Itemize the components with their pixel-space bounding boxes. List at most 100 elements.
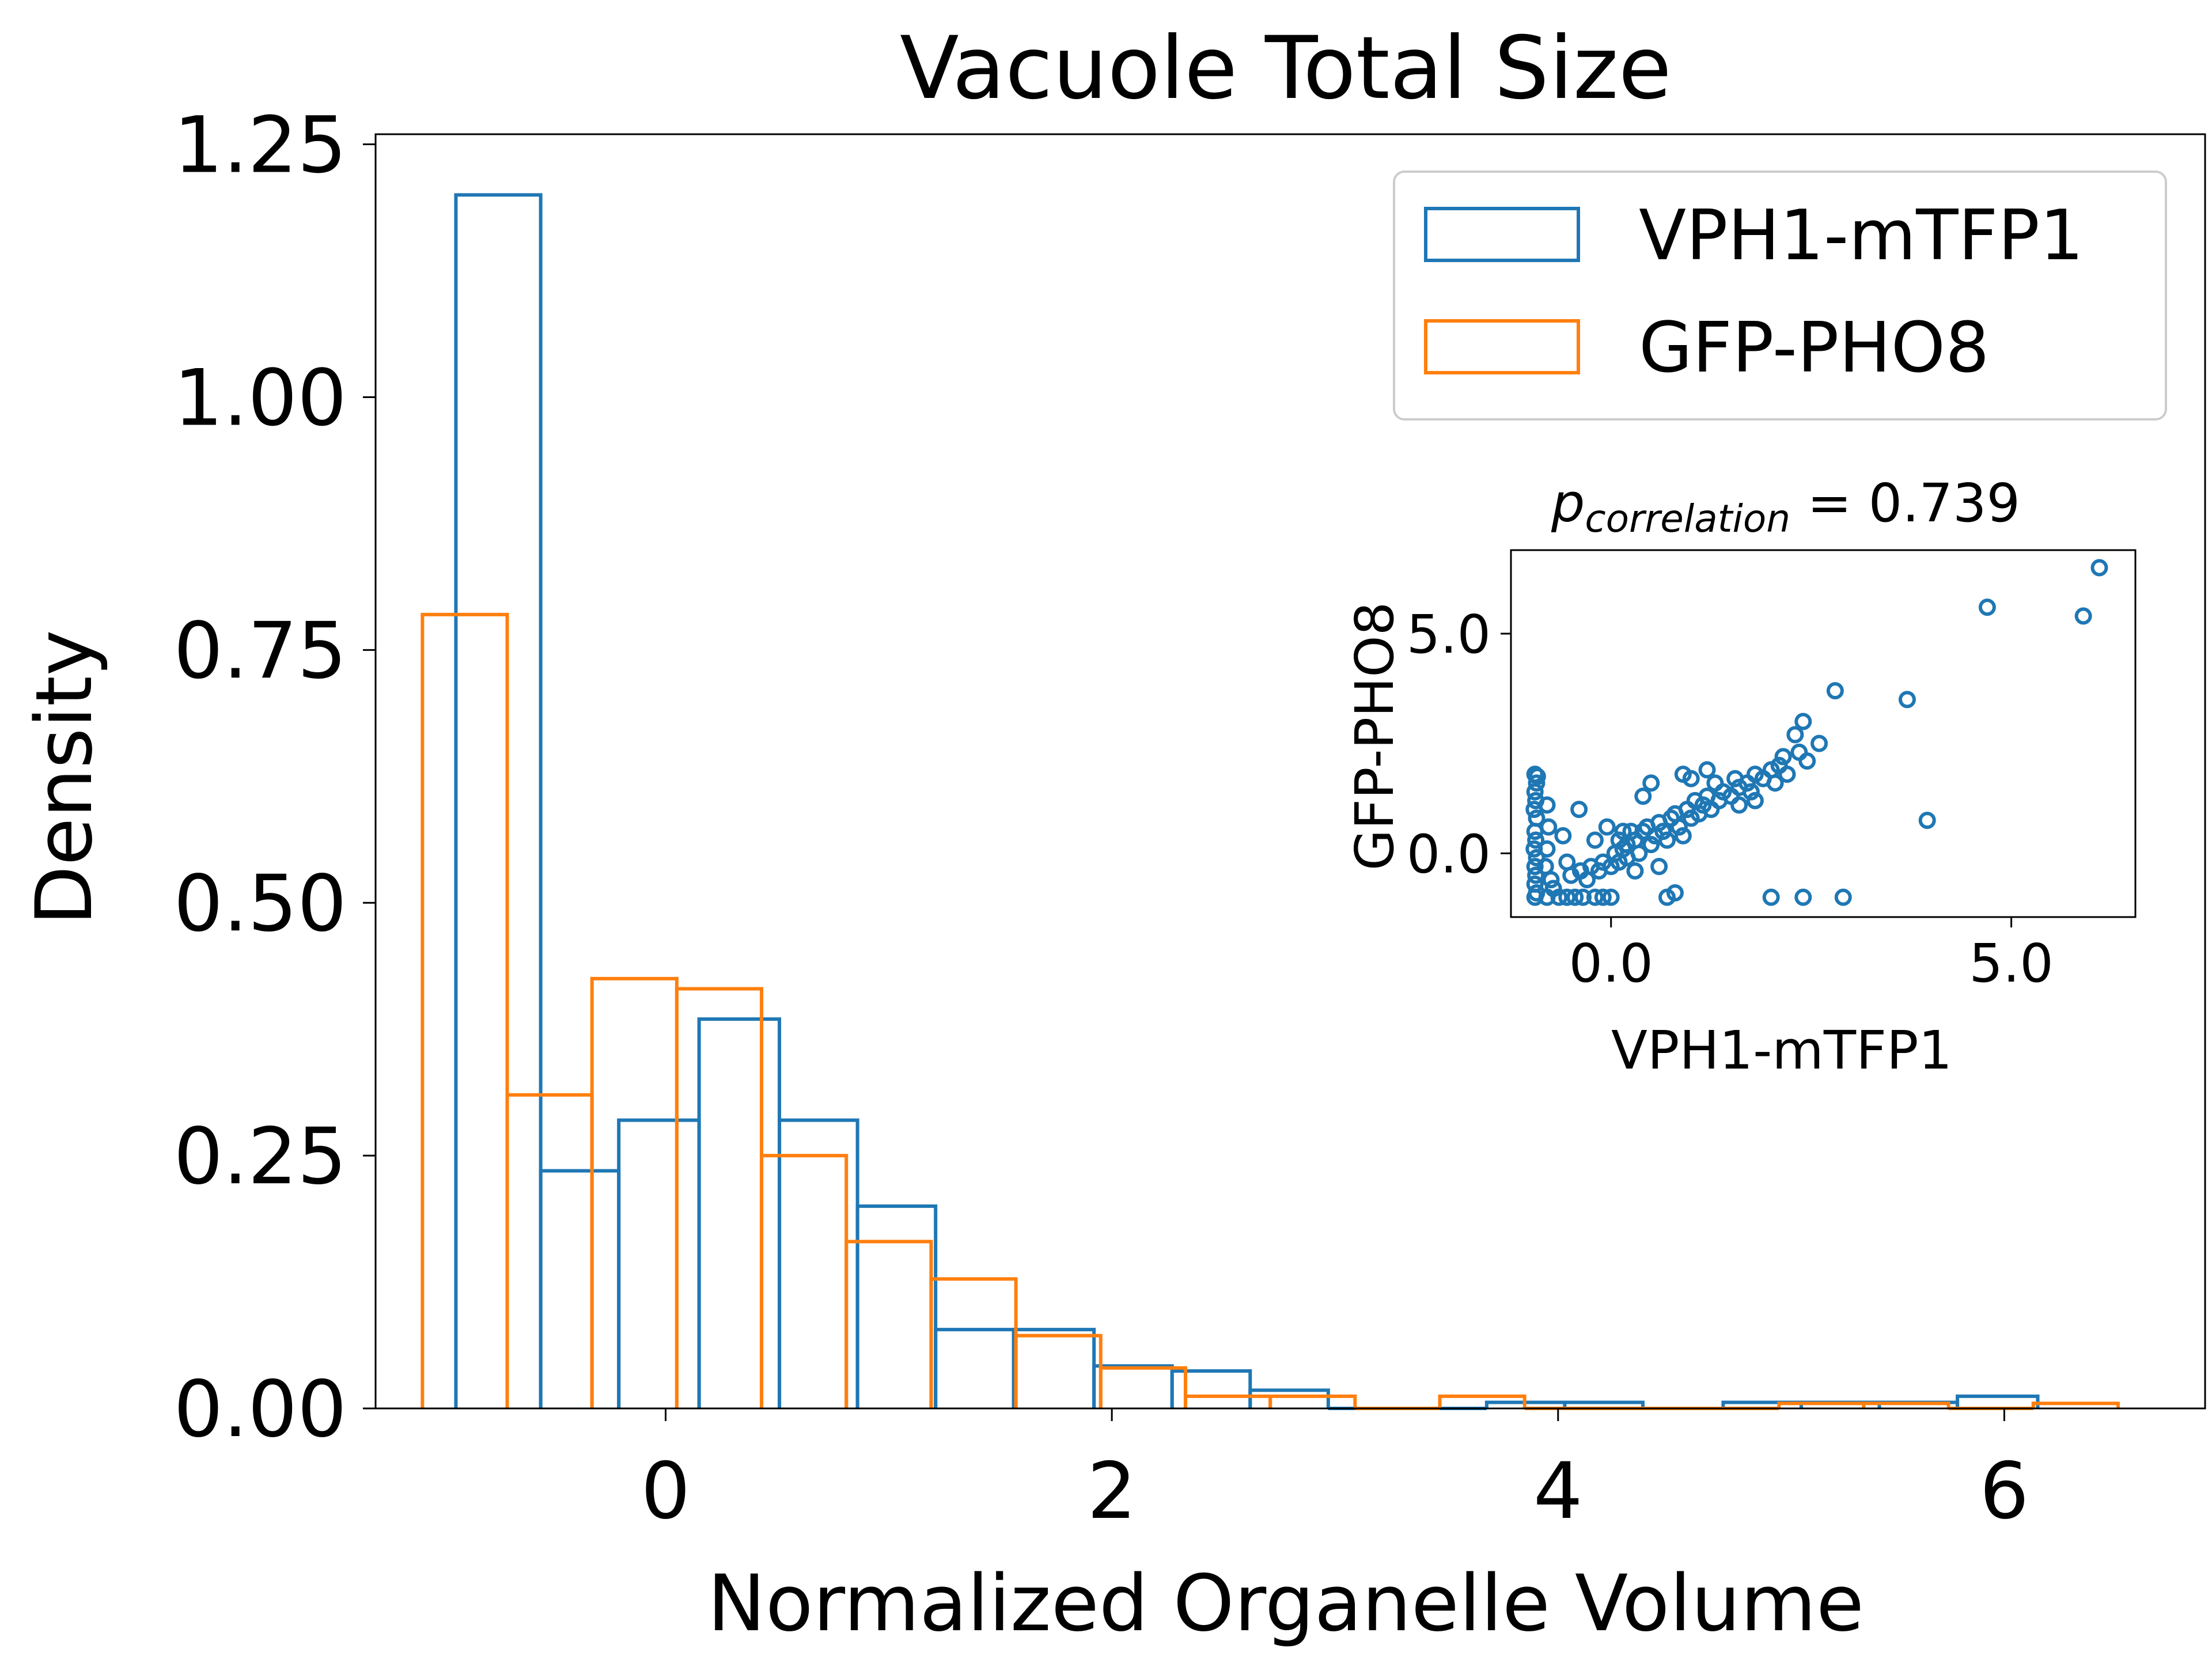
scatter-point — [1594, 888, 1612, 906]
scatter-point — [1630, 844, 1648, 862]
scatter-point — [1794, 888, 1812, 906]
histogram-bin-20 — [2031, 1402, 2120, 1408]
scatter-point — [1642, 836, 1660, 854]
histogram-bin-6 — [855, 1204, 938, 1408]
inset-title-subscript: correlation — [1585, 497, 1790, 541]
scatter-point — [1650, 858, 1668, 876]
main-axis-ticks: 0 2 4 6 0.00 0.25 0.50 0.75 1.00 1.25 — [173, 100, 2029, 1536]
scatter-point — [1666, 884, 1684, 902]
scatter-point — [2074, 607, 2092, 625]
scatter-point — [1786, 726, 1804, 744]
scatter-point — [1778, 766, 1796, 783]
scatter-point — [1550, 888, 1568, 906]
inset-scatter-plot: pcorrelation = 0.739 GFP-PHO8 VPH1-mTFP1… — [1344, 472, 2137, 1081]
scatter-point — [1528, 774, 1546, 792]
x-tick-label: 4 — [1533, 1446, 1583, 1536]
scatter-point — [1554, 827, 1572, 844]
x-tick-label: 6 — [1979, 1446, 2029, 1536]
histogram-bin-18 — [1862, 1402, 1950, 1408]
scatter-point — [1526, 888, 1544, 906]
scatter-point — [1798, 752, 1816, 770]
scatter-point — [1674, 827, 1692, 844]
histogram-bars — [421, 193, 2120, 1410]
x-tick-label: 2 — [1087, 1446, 1137, 1536]
inset-x-tick-label: 5.0 — [1969, 933, 2053, 994]
scatter-point — [1742, 783, 1760, 801]
scatter-point — [1528, 849, 1546, 867]
scatter-point — [2090, 559, 2108, 577]
scatter-point — [1698, 761, 1716, 779]
y-axis-label: Density — [19, 630, 109, 925]
legend: VPH1-mTFP1 GFP-PHO8 — [1393, 171, 2167, 421]
legend-frame — [1393, 171, 2167, 421]
scatter-point — [1570, 801, 1588, 819]
scatter-point — [1586, 831, 1604, 849]
inset-title-symbol: p — [1551, 472, 1585, 534]
inset-x-tick-label: 0.0 — [1569, 933, 1653, 994]
y-tick-label: 0.50 — [173, 858, 347, 949]
inset-y-tick-label: 0.0 — [1407, 823, 1491, 885]
scatter-point — [1810, 734, 1828, 752]
scatter-point — [1766, 774, 1784, 792]
scatter-point — [1538, 840, 1556, 858]
scatter-point — [1794, 713, 1812, 730]
legend-swatch-vph1-mtfp1 — [1424, 207, 1580, 262]
scatter-point — [1762, 888, 1780, 906]
scatter-point — [1528, 767, 1546, 785]
scatter-point — [1898, 691, 1916, 709]
y-tick-label: 1.00 — [173, 353, 347, 443]
scatter-point — [1626, 862, 1644, 880]
scatter-point — [1918, 812, 1936, 830]
scatter-point — [1622, 823, 1640, 840]
scatter-point — [1834, 888, 1852, 906]
inset-y-tick-label: 5.0 — [1407, 604, 1491, 665]
y-tick-label: 0.00 — [173, 1364, 347, 1455]
scatter-point — [1746, 791, 1764, 809]
inset-scatter-points — [1525, 559, 2108, 906]
histogram-bin-13 — [1438, 1394, 1527, 1408]
inset-title-value: = 0.739 — [1790, 472, 2020, 534]
scatter-point — [1602, 888, 1620, 906]
scatter-point — [1658, 831, 1676, 849]
histogram-bin-15 — [1563, 1400, 1645, 1408]
scatter-point — [1574, 888, 1592, 906]
y-tick-label: 0.75 — [173, 605, 347, 696]
scatter-point — [1598, 818, 1616, 836]
histogram-bin-11 — [1248, 1388, 1330, 1408]
legend-swatch-gfp-pho8 — [1424, 319, 1580, 374]
inset-x-axis-label: VPH1-mTFP1 — [1611, 1020, 1952, 1081]
main-plot-frame — [374, 133, 2206, 1410]
scatter-point — [1527, 831, 1545, 849]
scatter-point — [1654, 823, 1672, 840]
histogram-bin-9 — [1099, 1366, 1187, 1408]
scatter-point — [1566, 888, 1584, 906]
scatter-point — [1642, 774, 1660, 792]
scatter-point — [1586, 888, 1604, 906]
x-axis-label: Normalized Organelle Volume — [707, 1558, 1864, 1649]
chart-title: Vacuole Total Size — [900, 18, 1672, 119]
histogram-bin-11 — [1268, 1394, 1357, 1408]
scatter-point — [1558, 888, 1576, 906]
scatter-point — [1730, 796, 1748, 814]
scatter-point — [1526, 858, 1544, 876]
y-tick-label: 0.25 — [173, 1111, 347, 1202]
scatter-point — [1826, 682, 1844, 700]
legend-label-vph1-mtfp1: VPH1-mTFP1 — [1639, 196, 2084, 276]
scatter-point — [1614, 823, 1632, 840]
scatter-point — [1674, 766, 1692, 783]
scatter-point — [1562, 866, 1580, 884]
scatter-point — [1978, 599, 1996, 616]
inset-y-axis-label: GFP-PHO8 — [1344, 602, 1406, 870]
x-tick-label: 0 — [641, 1446, 691, 1536]
y-tick-label: 1.25 — [173, 100, 347, 191]
inset-plot-frame — [1510, 549, 2137, 918]
scatter-point — [1540, 818, 1558, 836]
scatter-point — [1774, 748, 1792, 766]
inset-title: pcorrelation = 0.739 — [1551, 472, 2020, 541]
histogram-bin-1 — [454, 193, 543, 1408]
scatter-point — [1527, 866, 1545, 884]
histogram-bin-1 — [421, 612, 509, 1408]
scatter-point — [1542, 871, 1560, 889]
scatter-point — [1538, 796, 1556, 814]
